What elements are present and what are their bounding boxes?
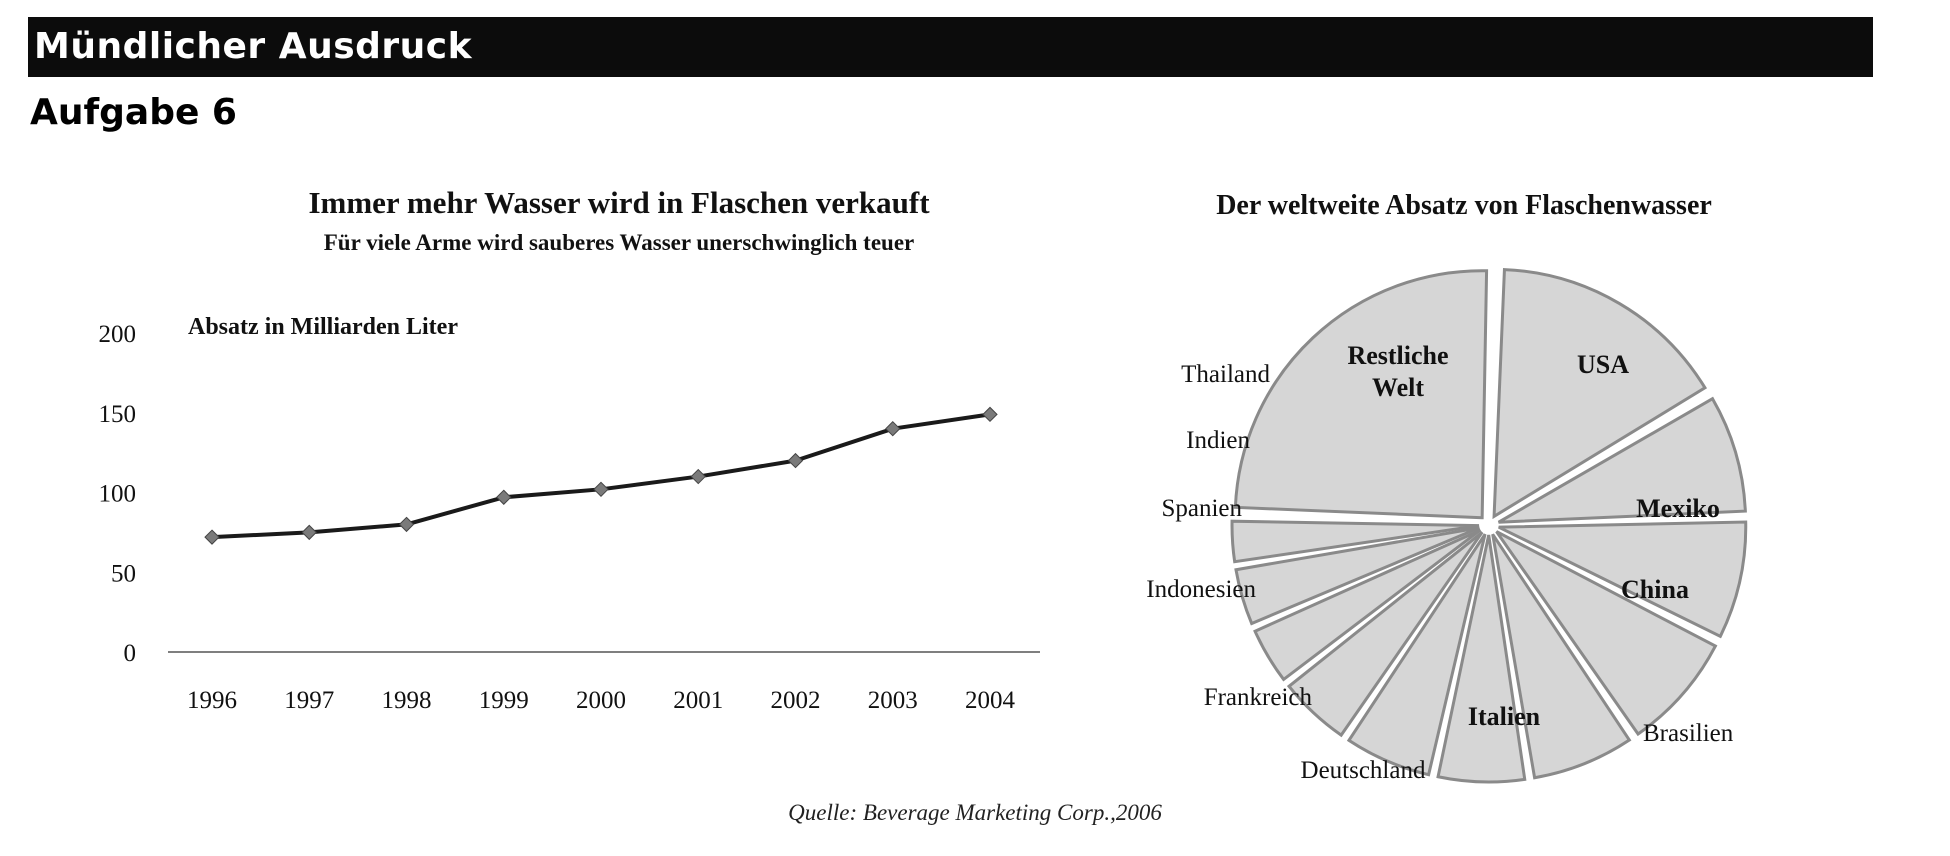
x-tick-label: 1999 — [479, 687, 529, 714]
pie-slice-label: USA — [1577, 350, 1629, 379]
pie-slice — [1491, 533, 1632, 780]
pie-slice-label: Indonesien — [1146, 576, 1256, 603]
section-title: Mündlicher Ausdruck — [34, 26, 473, 67]
x-tick-label: 2000 — [576, 687, 626, 714]
line-chart-plot: 0 50 100 150 200 1996 1997 1998 1999 2000 2001 2002… — [99, 321, 1040, 714]
y-tick-label: 0 — [124, 640, 137, 667]
pie-slice-label: Thailand — [1181, 361, 1270, 388]
pie-slice — [1492, 268, 1708, 520]
pie-slice-label: Italien — [1468, 702, 1541, 731]
y-tick-label: 50 — [111, 560, 136, 587]
pie-slice — [1234, 526, 1480, 626]
task-title: Aufgabe 6 — [30, 92, 237, 133]
series-line — [211, 412, 991, 540]
data-point — [690, 468, 706, 485]
pie-slice — [1346, 533, 1487, 777]
line-chart-title: Immer mehr Wasser wird in Flaschen verka… — [308, 185, 930, 220]
pie-slice — [1498, 520, 1748, 639]
x-tick-label: 2003 — [868, 687, 918, 714]
y-tick-label: 100 — [99, 481, 137, 508]
y-tick-label: 200 — [99, 321, 137, 348]
pie-slice — [1497, 396, 1747, 524]
pie-slice — [1233, 269, 1489, 520]
x-tick-label: 1997 — [284, 687, 334, 714]
pie-slice — [1230, 519, 1480, 564]
data-point — [496, 489, 512, 505]
x-tick-label: 2004 — [965, 687, 1016, 714]
x-tick-label: 1998 — [382, 687, 432, 714]
section-header-bar — [28, 17, 1873, 77]
pie-slice — [1495, 530, 1718, 737]
pie-slice-label: Welt — [1372, 373, 1424, 402]
pie-chart-plot: USA Mexiko China Brasilien Italien Deutschlan… — [1146, 268, 1748, 784]
data-point — [593, 481, 609, 498]
pie-slice-label: Deutschland — [1301, 757, 1426, 784]
data-point — [885, 420, 901, 437]
pie-slice — [1286, 531, 1484, 738]
data-point — [398, 516, 415, 533]
x-tick-label: 2002 — [771, 687, 821, 714]
pie-slice-label: Mexiko — [1636, 494, 1720, 523]
source-caption: Quelle: Beverage Marketing Corp.,2006 — [788, 800, 1162, 825]
data-point — [787, 452, 804, 469]
pie-slice — [1436, 534, 1527, 784]
data-point — [204, 529, 220, 545]
pie-slice — [1253, 528, 1482, 682]
line-chart-ylabel: Absatz in Milliarden Liter — [188, 314, 458, 340]
x-tick-label: 2001 — [673, 687, 723, 714]
data-point — [982, 406, 998, 423]
pie-slice-label: Restliche — [1347, 341, 1448, 370]
pie-slice-label: Spanien — [1161, 495, 1242, 522]
pie-slice-label: Indien — [1186, 427, 1250, 454]
y-tick-label: 150 — [99, 401, 137, 428]
x-tick-label: 1996 — [187, 687, 237, 714]
pie-slice-label: Frankreich — [1204, 684, 1313, 711]
pie-slice-label: China — [1621, 575, 1689, 604]
line-chart-subtitle: Für viele Arme wird sauberes Wasser uner… — [324, 230, 915, 255]
data-point — [301, 524, 317, 541]
pie-slice-label: Brasilien — [1643, 720, 1734, 747]
pie-chart-title: Der weltweite Absatz von Flaschenwasser — [1216, 190, 1712, 221]
